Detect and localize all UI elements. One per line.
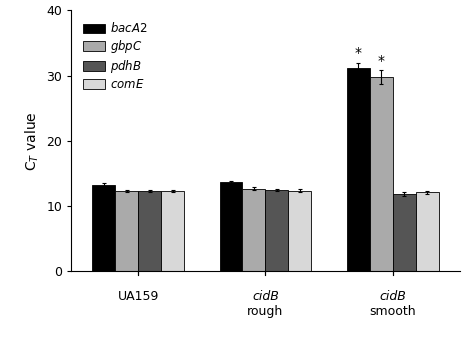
Bar — [392, 195, 416, 271]
Text: *: * — [378, 54, 385, 68]
Text: cidB: cidB — [252, 290, 279, 303]
Text: UA159: UA159 — [118, 290, 159, 303]
Bar — [115, 191, 138, 271]
Bar — [161, 191, 184, 271]
Bar — [416, 192, 438, 271]
Bar — [92, 185, 115, 271]
Text: *: * — [355, 46, 362, 60]
Text: rough: rough — [247, 306, 283, 318]
Bar — [243, 189, 265, 271]
Bar — [138, 191, 161, 271]
Bar — [288, 191, 311, 271]
Bar — [219, 182, 243, 271]
Legend: $\it{bacA2}$, $\it{gbpC}$, $\it{pdhB}$, $\it{comE}$: $\it{bacA2}$, $\it{gbpC}$, $\it{pdhB}$, … — [81, 19, 150, 94]
Bar — [346, 68, 370, 271]
Text: cidB: cidB — [379, 290, 406, 303]
Bar — [370, 77, 392, 271]
Y-axis label: C$_T$ value: C$_T$ value — [23, 111, 41, 171]
Text: smooth: smooth — [369, 306, 416, 318]
Bar — [265, 190, 288, 271]
